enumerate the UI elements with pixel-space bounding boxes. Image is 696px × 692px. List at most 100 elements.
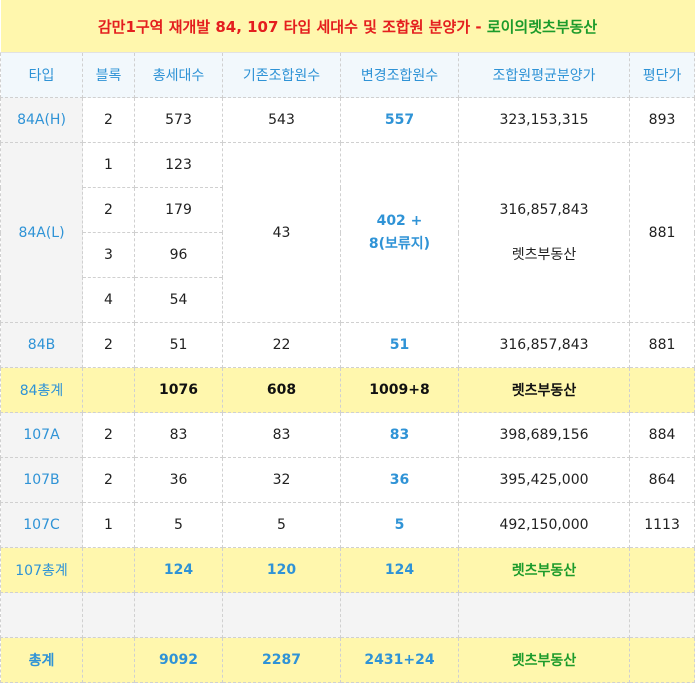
ppy-cell: 881 xyxy=(628,322,696,368)
ppy-cell: 893 xyxy=(628,97,696,143)
changed-cell: 402 + 8(보류지) xyxy=(340,142,459,323)
existing-cell: 543 xyxy=(222,97,341,143)
subtotal-label: 84총계 xyxy=(0,367,83,413)
spacer-cell xyxy=(134,592,223,638)
table-row: 4 54 xyxy=(1,277,695,323)
subtotal-total: 124 xyxy=(134,547,223,593)
header-type: 타입 xyxy=(0,52,83,98)
ppy-cell: 864 xyxy=(628,457,696,503)
price-cell: 316,857,843 렛츠부동산 xyxy=(458,142,630,323)
grand-total-total: 9092 xyxy=(134,637,223,683)
total-cell: 83 xyxy=(134,412,223,458)
type-cell: 84A(L) xyxy=(0,142,83,323)
subtotal-total: 1076 xyxy=(134,367,223,413)
grand-total-existing: 2287 xyxy=(222,637,341,683)
block-cell: 2 xyxy=(82,457,135,503)
existing-cell: 22 xyxy=(222,322,341,368)
subtotal-existing: 120 xyxy=(222,547,341,593)
grand-total-brand: 렛츠부동산 xyxy=(458,637,630,683)
price-cell: 398,689,156 xyxy=(458,412,630,458)
changed-line-1: 402 + xyxy=(376,212,423,229)
changed-cell: 83 xyxy=(340,412,459,458)
table-row: 107A 2 83 83 83 398,689,156 884 xyxy=(0,412,696,458)
existing-cell: 32 xyxy=(222,457,341,503)
grand-total-ppy-empty xyxy=(628,637,696,683)
block-cell: 1 xyxy=(82,142,135,188)
subtotal-ppy-empty xyxy=(628,547,696,593)
subtotal-row-84: 84총계 1076 608 1009+8 렛츠부동산 xyxy=(0,367,696,413)
table-title: 감만1구역 재개발 84, 107 타입 세대수 및 조합원 분양가 - 로이의… xyxy=(0,0,695,53)
block-cell: 4 xyxy=(82,277,135,323)
grand-total-row: 총계 9092 2287 2431+24 렛츠부동산 xyxy=(0,637,696,683)
table-row: 107B 2 36 32 36 395,425,000 864 xyxy=(0,457,696,503)
header-avg-price: 조합원평균분양가 xyxy=(458,52,630,98)
total-cell: 179 xyxy=(134,187,223,233)
existing-cell: 83 xyxy=(222,412,341,458)
header-existing-members: 기존조합원수 xyxy=(222,52,341,98)
total-cell: 123 xyxy=(134,142,223,188)
existing-cell: 5 xyxy=(222,502,341,548)
header-row: 타입 블록 총세대수 기존조합원수 변경조합원수 조합원평균분양가 평단가 xyxy=(0,52,696,98)
subtotal-changed: 124 xyxy=(340,547,459,593)
title-source: 로이의렛츠부동산 xyxy=(486,17,598,36)
spacer-cell xyxy=(82,592,135,638)
existing-cell: 43 xyxy=(222,142,341,323)
total-cell: 96 xyxy=(134,232,223,278)
table-row: 2 179 xyxy=(1,187,695,233)
subtotal-label: 107총계 xyxy=(0,547,83,593)
table-title-row: 감만1구역 재개발 84, 107 타입 세대수 및 조합원 분양가 - 로이의… xyxy=(0,0,695,53)
spacer-cell xyxy=(222,592,341,638)
ppy-cell: 881 xyxy=(628,142,696,323)
changed-cell: 5 xyxy=(340,502,459,548)
total-cell: 54 xyxy=(134,277,223,323)
subtotal-block-empty xyxy=(82,367,135,413)
subtotal-changed: 1009+8 xyxy=(340,367,459,413)
price-cell: 323,153,315 xyxy=(458,97,630,143)
changed-cell: 557 xyxy=(340,97,459,143)
type-cell: 84B xyxy=(0,322,83,368)
type-cell: 84A(H) xyxy=(0,97,83,143)
header-block: 블록 xyxy=(82,52,135,98)
header-price-per-pyeong: 평단가 xyxy=(628,52,696,98)
spacer-cell xyxy=(340,592,459,638)
type-cell: 107C xyxy=(0,502,83,548)
price-cell: 492,150,000 xyxy=(458,502,630,548)
subtotal-ppy-empty xyxy=(628,367,696,413)
spacer-cell xyxy=(628,592,696,638)
subtotal-brand: 렛츠부동산 xyxy=(458,547,630,593)
price-value: 316,857,843 xyxy=(499,201,589,218)
total-cell: 573 xyxy=(134,97,223,143)
grand-total-label: 총계 xyxy=(0,637,83,683)
type-cell: 107B xyxy=(0,457,83,503)
block-cell: 2 xyxy=(82,187,135,233)
subtotal-block-empty xyxy=(82,547,135,593)
price-cell: 316,857,843 xyxy=(458,322,630,368)
ppy-cell: 1113 xyxy=(628,502,696,548)
block-cell: 2 xyxy=(82,322,135,368)
type-cell: 107A xyxy=(0,412,83,458)
changed-line-2: 8(보류지) xyxy=(368,235,431,252)
table-row: 3 96 xyxy=(1,232,695,278)
spacer-cell xyxy=(458,592,630,638)
watermark-text: 렛츠부동산 xyxy=(511,246,577,263)
header-total-units: 총세대수 xyxy=(134,52,223,98)
title-main: 감만1구역 재개발 84, 107 타입 세대수 및 조합원 분양가 xyxy=(97,17,471,36)
total-cell: 5 xyxy=(134,502,223,548)
total-cell: 51 xyxy=(134,322,223,368)
ppy-cell: 884 xyxy=(628,412,696,458)
title-separator: - xyxy=(470,17,487,36)
spacer-cell xyxy=(0,592,83,638)
block-cell: 2 xyxy=(82,97,135,143)
subtotal-row-107: 107총계 124 120 124 렛츠부동산 xyxy=(0,547,696,593)
grand-total-block-empty xyxy=(82,637,135,683)
changed-cell: 36 xyxy=(340,457,459,503)
header-changed-members: 변경조합원수 xyxy=(340,52,459,98)
spacer-row xyxy=(0,592,696,638)
table-row: 84A(H) 2 573 543 557 323,153,315 893 xyxy=(0,97,696,143)
block-cell: 3 xyxy=(82,232,135,278)
block-cell: 1 xyxy=(82,502,135,548)
table-row: 107C 1 5 5 5 492,150,000 1113 xyxy=(0,502,696,548)
total-cell: 36 xyxy=(134,457,223,503)
grand-total-changed: 2431+24 xyxy=(340,637,459,683)
